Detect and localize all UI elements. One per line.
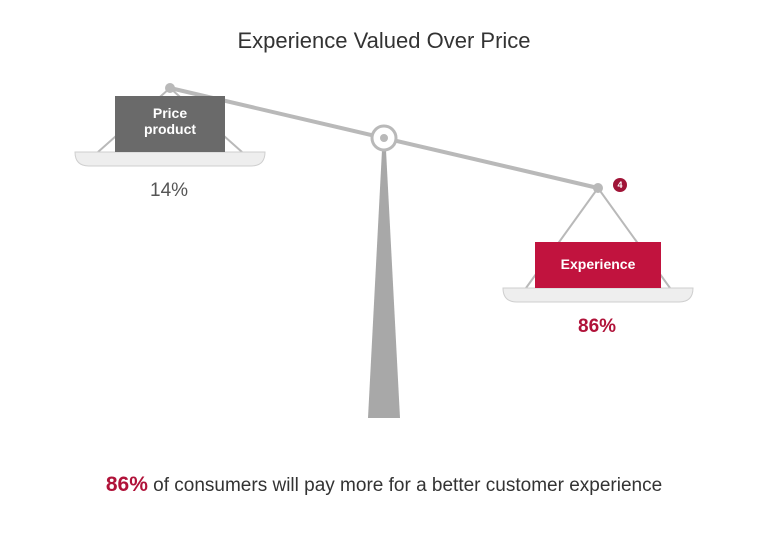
- pivot-inner: [380, 134, 388, 142]
- caption-rest: of consumers will pay more for a better …: [148, 475, 662, 496]
- tray-right: [503, 288, 693, 302]
- caption-percent: 86%: [106, 473, 148, 496]
- box-right-label: Experience: [535, 256, 661, 272]
- box-left-label: Price product: [115, 105, 225, 137]
- page-title: Experience Valued Over Price: [0, 28, 768, 54]
- caption: 86% of consumers will pay more for a bet…: [0, 473, 768, 497]
- footnote-badge: 4: [613, 178, 627, 192]
- scale-post: [368, 150, 400, 418]
- tray-left: [75, 152, 265, 166]
- value-left: 14%: [150, 180, 188, 202]
- infographic-canvas: Experience Valued Over Price Price produ…: [0, 0, 768, 533]
- value-right: 86%: [578, 316, 616, 338]
